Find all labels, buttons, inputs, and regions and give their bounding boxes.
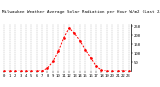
Text: Milwaukee Weather Average Solar Radiation per Hour W/m2 (Last 24 Hours): Milwaukee Weather Average Solar Radiatio… <box>2 10 160 14</box>
